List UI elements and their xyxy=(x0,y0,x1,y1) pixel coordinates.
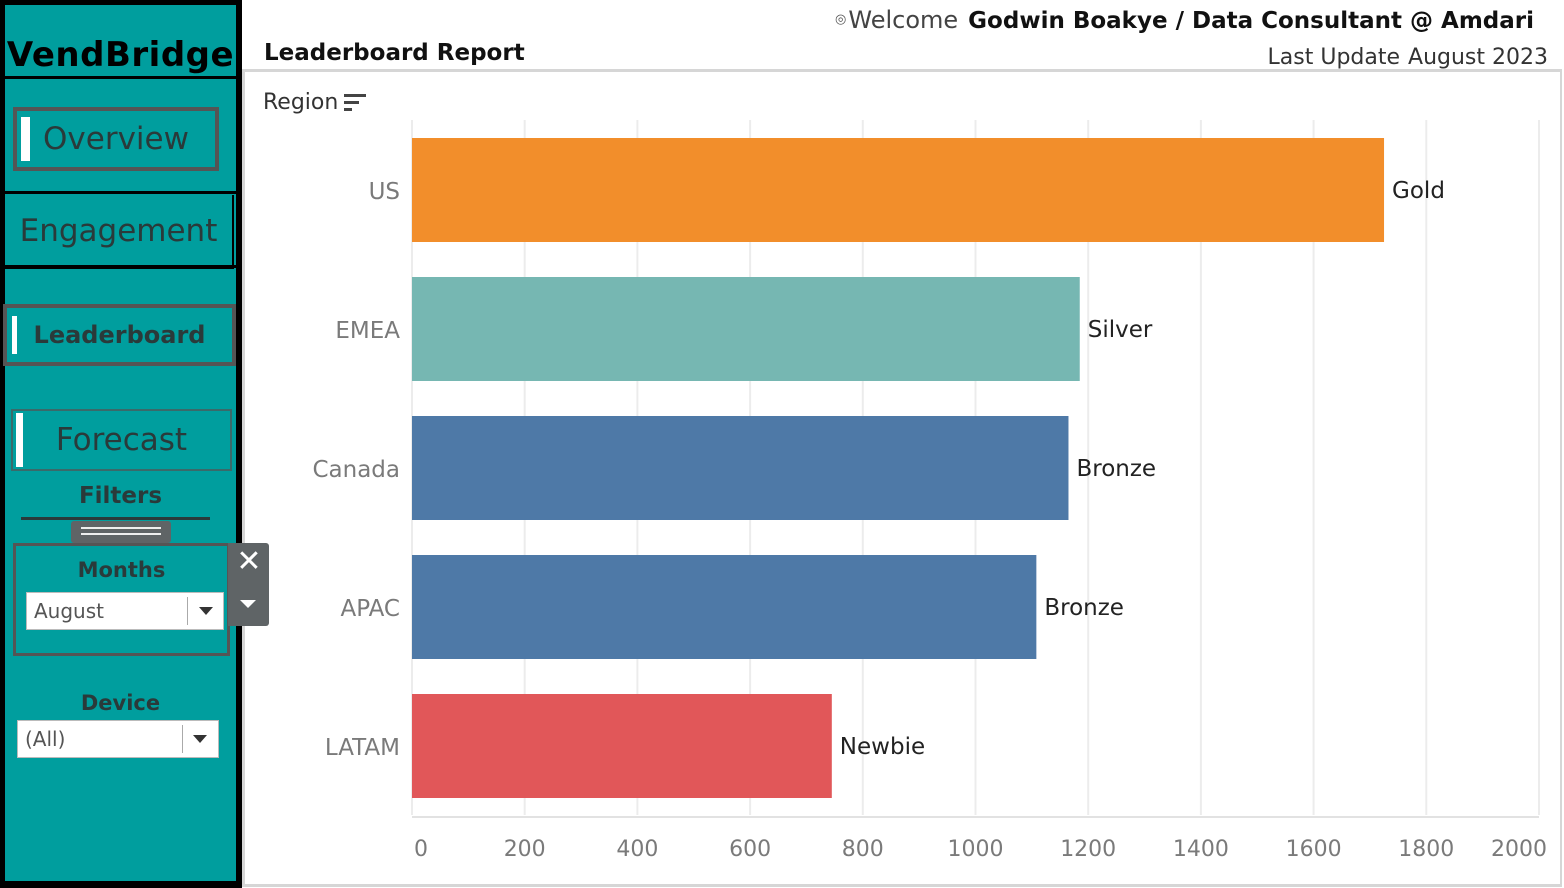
dropdown-divider xyxy=(182,725,183,753)
sort-icon[interactable] xyxy=(344,93,367,113)
bar-latam[interactable] xyxy=(412,694,832,798)
nav-engagement-button[interactable]: Engagement xyxy=(5,195,234,269)
page-title: Leaderboard Report xyxy=(264,40,525,66)
bar-canada[interactable] xyxy=(412,416,1069,520)
sort-line xyxy=(344,93,367,97)
bar-data-label: Silver xyxy=(1088,317,1153,343)
bar-data-label: Gold xyxy=(1392,178,1445,204)
bar-us[interactable] xyxy=(412,138,1385,242)
sidebar-panel: VendBridge Overview Engagement Leaderboa… xyxy=(3,5,236,881)
welcome-banner: ◎Welcome Godwin Boakye / Data Consultant … xyxy=(835,6,1534,34)
filters-divider xyxy=(21,517,210,520)
nav-indicator xyxy=(16,413,23,467)
device-filter-label: Device xyxy=(80,691,161,715)
x-tick-label: 2000 xyxy=(1491,837,1547,862)
region-column-header: Region xyxy=(263,90,367,115)
nav-leaderboard-label: Leaderboard xyxy=(33,321,206,349)
x-tick-label: 1200 xyxy=(1060,837,1116,862)
months-filter-label: Months xyxy=(77,558,166,582)
sort-line xyxy=(344,100,360,104)
nav-indicator xyxy=(21,117,30,161)
close-icon[interactable]: ✕ xyxy=(236,544,262,579)
dropdown-divider xyxy=(187,597,188,625)
user-name: Godwin Boakye / Data Consultant @ Amdari xyxy=(968,8,1534,34)
category-label: EMEA xyxy=(335,318,400,344)
category-label: US xyxy=(369,179,400,205)
category-label: Canada xyxy=(312,457,400,483)
x-tick-label: 1400 xyxy=(1173,837,1229,862)
sidebar: VendBridge Overview Engagement Leaderboa… xyxy=(0,0,242,888)
bar-data-label: Bronze xyxy=(1044,595,1124,621)
nav-leaderboard-button[interactable]: Leaderboard xyxy=(3,304,236,366)
last-update-value: August 2023 xyxy=(1408,45,1548,70)
bar-data-label: Newbie xyxy=(840,734,925,760)
filters-title: Filters xyxy=(78,483,163,509)
bar-data-label: Bronze xyxy=(1076,456,1156,482)
bar-apac[interactable] xyxy=(412,555,1037,659)
x-tick-label: 400 xyxy=(616,837,658,862)
x-tick-label: 1600 xyxy=(1286,837,1342,862)
nav-divider xyxy=(5,191,236,194)
last-update-label: Last Update xyxy=(1267,45,1401,70)
x-tick-label: 800 xyxy=(842,837,884,862)
drag-handle[interactable] xyxy=(71,521,171,543)
x-tick-label: 0 xyxy=(414,837,428,862)
nav-forecast-button[interactable]: Forecast xyxy=(11,409,232,471)
region-header-label: Region xyxy=(263,90,339,115)
nav-overview-label: Overview xyxy=(43,121,189,157)
months-dropdown[interactable]: August xyxy=(26,592,224,630)
brand-logo: VendBridge xyxy=(5,35,236,79)
chevron-down-icon[interactable] xyxy=(199,607,213,615)
nav-overview-button[interactable]: Overview xyxy=(13,107,219,171)
device-dropdown[interactable]: (All) xyxy=(17,720,219,758)
nav-indicator xyxy=(12,316,17,354)
device-dropdown-value: (All) xyxy=(25,727,66,751)
category-label: APAC xyxy=(340,596,400,622)
more-options-icon[interactable] xyxy=(240,600,256,608)
months-filter-card: Months August xyxy=(13,543,230,656)
bar-emea[interactable] xyxy=(412,277,1080,381)
x-tick-label: 600 xyxy=(729,837,771,862)
welcome-text: Welcome xyxy=(848,6,959,34)
grip-line xyxy=(81,533,161,535)
chart-frame xyxy=(242,69,1562,887)
last-update: Last Update August 2023 xyxy=(1268,45,1548,70)
nav-forecast-label: Forecast xyxy=(55,422,188,458)
x-tick-label: 1800 xyxy=(1398,837,1454,862)
x-tick-label: 1000 xyxy=(948,837,1004,862)
x-tick-label: 200 xyxy=(504,837,546,862)
chevron-down-icon[interactable] xyxy=(193,735,207,743)
filter-menu: ✕ xyxy=(228,543,269,626)
user-status-icon: ◎ xyxy=(835,12,847,27)
nav-divider xyxy=(5,265,236,268)
sort-line xyxy=(344,107,353,111)
months-dropdown-value: August xyxy=(34,599,104,623)
nav-engagement-label: Engagement xyxy=(19,213,218,249)
grip-line xyxy=(81,527,161,529)
category-label: LATAM xyxy=(325,735,400,761)
